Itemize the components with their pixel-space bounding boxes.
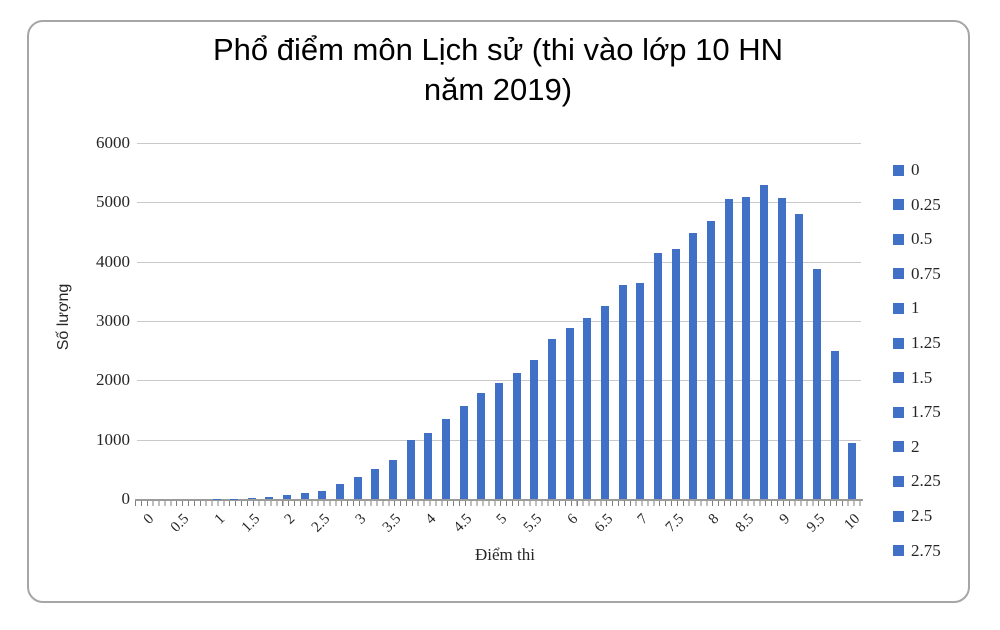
legend-marker [893,199,904,211]
legend-marker [893,233,904,245]
legend-marker [893,372,904,384]
bar-8 [706,220,715,499]
bar-2.75 [336,484,345,499]
legend-item-1.5: 1.5 [893,368,932,388]
legend-label: 1.25 [911,333,941,352]
legend-item-2.75: 2.75 [893,541,941,561]
bar-4.25 [442,418,450,499]
legend-label: 0.5 [911,229,933,249]
legend-label: 0.75 [911,263,941,283]
gridline-3000 [137,321,861,322]
legend-label: 2.5 [911,506,933,525]
legend-marker [893,406,904,418]
legend-marker [893,337,904,349]
bar-10 [848,443,857,499]
bar-5.25 [512,373,521,499]
legend-marker [893,441,904,453]
bar-4.75 [477,392,486,499]
bar-7 [636,283,645,499]
bar-7.75 [689,232,698,499]
bar-5.5 [530,360,539,499]
bar-4 [424,433,433,499]
bar-6.25 [583,318,592,499]
x-axis-title: Điểm thi [475,545,535,564]
bar-6 [565,328,574,499]
bar-1.75 [265,496,274,499]
legend-label: 2 [911,436,920,456]
legend-item-2: 2 [893,437,920,457]
bar-9.5 [812,268,821,499]
legend-marker [893,510,904,522]
legend-label: 0.25 [911,194,941,214]
legend-item-0.25: 0.25 [893,195,941,215]
bar-3.5 [389,460,397,499]
bar-3.25 [371,468,380,499]
chart-title-line1: Phổ điểm môn Lịch sử (thi vào lớp 10 HN [212,32,784,67]
x-axis-ticks [135,501,863,506]
legend-marker [893,164,904,176]
y-tick-label: 5000 [96,192,130,212]
y-tick-label: 3000 [96,311,130,330]
legend-label: 1.75 [911,402,941,422]
y-tick-label: 0 [121,489,131,508]
bar-6.5 [601,305,609,499]
legend-marker [893,268,904,280]
legend-item-2.5: 2.5 [893,506,932,526]
chart-title: Phổ điểm môn Lịch sử (thi vào lớp 10 HN … [100,30,896,110]
legend-item-1: 1 [893,298,920,318]
bar-7.25 [653,252,662,499]
bar-9.25 [795,213,804,499]
legend-label: 1.5 [911,367,933,387]
x-axis-line [135,499,863,501]
bar-8.5 [742,197,751,499]
y-tick-label: 1000 [96,429,130,449]
legend-item-2.25: 2.25 [893,471,941,491]
legend-label: 2.25 [911,471,941,491]
bar-2.25 [300,492,309,499]
bar-2 [283,494,292,499]
bar-6.75 [618,285,627,499]
bar-3 [353,477,362,499]
bar-8.75 [759,184,768,499]
bar-5.75 [548,339,556,499]
y-tick-label: 2000 [96,370,130,390]
bar-5 [495,383,503,499]
legend-label: 0 [911,160,920,179]
bar-4.5 [459,406,468,499]
y-tick-label: 4000 [96,251,130,271]
bar-7.5 [671,248,680,499]
legend-label: 1 [911,298,920,318]
legend-marker [893,545,904,557]
bar-1.5 [247,498,256,499]
legend-item-0: 0 [893,160,920,180]
legend-marker [893,302,904,314]
legend-label: 2.75 [911,540,941,560]
legend-item-1.75: 1.75 [893,402,941,422]
legend-item-0.5: 0.5 [893,229,932,249]
legend-item-0.75: 0.75 [893,264,941,284]
chart-title-line2: năm 2019) [423,72,573,107]
bar-9.75 [830,351,839,499]
legend-marker [893,475,904,487]
gridline-6000 [137,143,861,144]
bar-9 [777,197,786,499]
bar-2.5 [318,490,327,499]
y-tick-label: 6000 [96,133,130,152]
gridline-4000 [137,261,861,263]
gridline-2000 [137,380,861,382]
gridline-5000 [137,202,861,204]
bar-8.25 [724,198,733,499]
legend-item-1.25: 1.25 [893,333,941,353]
bar-3.75 [406,439,415,499]
